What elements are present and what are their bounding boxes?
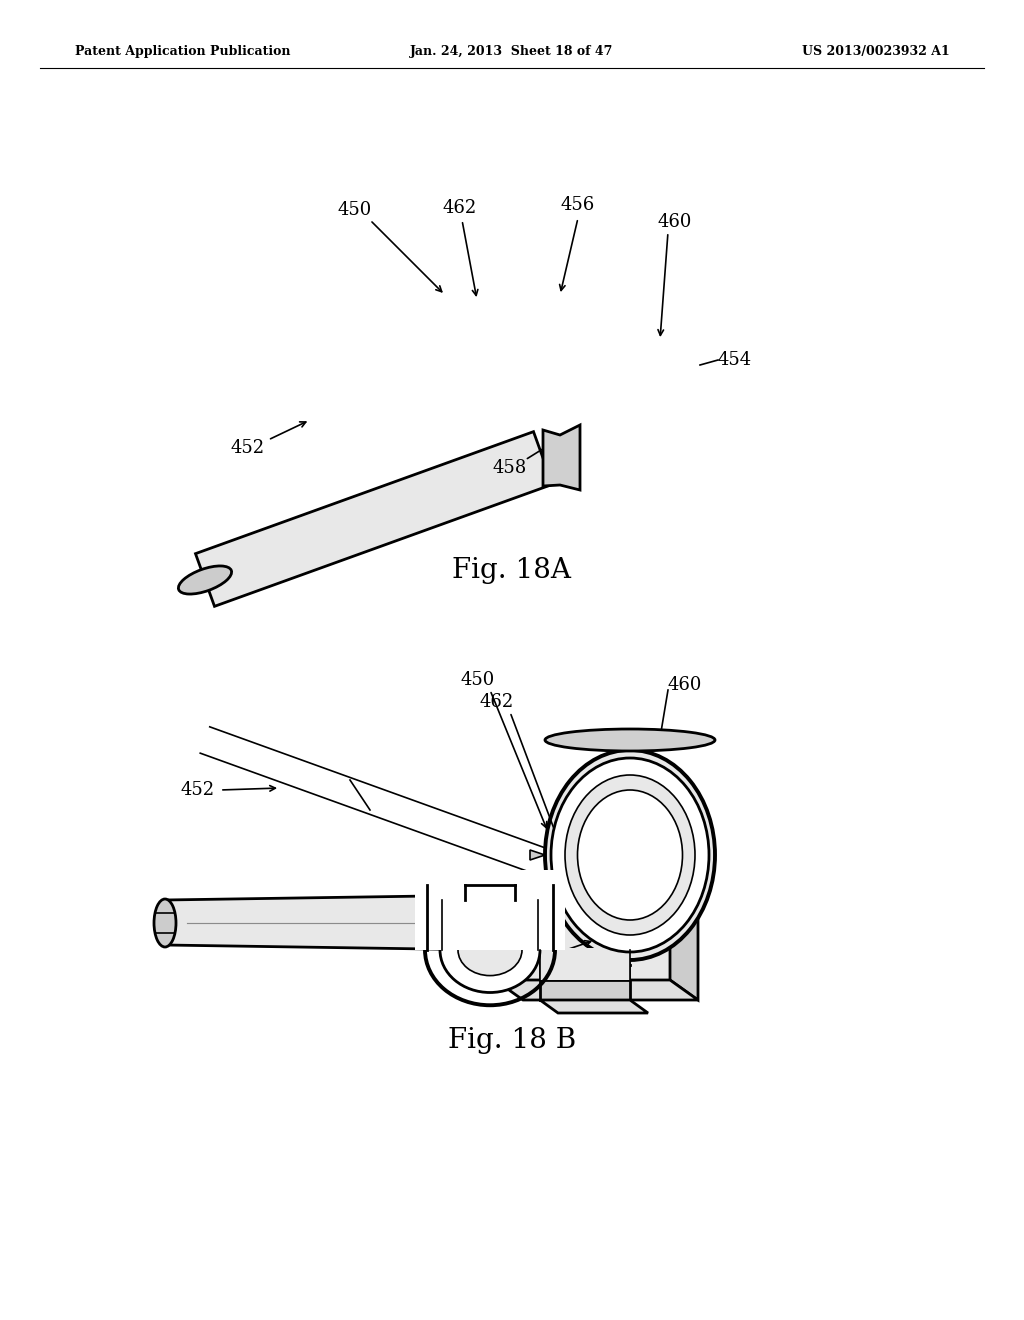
Polygon shape <box>543 425 580 490</box>
Text: 452: 452 <box>231 440 265 457</box>
Text: 460: 460 <box>658 213 692 231</box>
Text: 450: 450 <box>461 671 496 689</box>
Ellipse shape <box>154 899 176 946</box>
Polygon shape <box>540 979 630 1001</box>
Text: 456: 456 <box>561 195 595 214</box>
Ellipse shape <box>545 729 715 751</box>
Polygon shape <box>540 948 630 979</box>
Ellipse shape <box>178 566 231 594</box>
Text: Patent Application Publication: Patent Application Publication <box>75 45 291 58</box>
Polygon shape <box>540 1001 648 1012</box>
Text: 458: 458 <box>493 459 527 477</box>
Ellipse shape <box>578 789 683 920</box>
Ellipse shape <box>458 924 522 975</box>
Polygon shape <box>495 979 698 1001</box>
Ellipse shape <box>560 896 610 908</box>
Text: Fig. 18A: Fig. 18A <box>453 557 571 583</box>
Polygon shape <box>196 432 553 606</box>
Text: 458: 458 <box>538 950 572 969</box>
Text: 460: 460 <box>668 676 702 694</box>
Polygon shape <box>415 870 565 950</box>
Text: Fig. 18 B: Fig. 18 B <box>447 1027 577 1053</box>
Text: 462: 462 <box>442 199 477 216</box>
Text: 454: 454 <box>718 351 752 370</box>
Polygon shape <box>495 884 670 979</box>
Ellipse shape <box>565 775 695 935</box>
Text: US 2013/0023932 A1: US 2013/0023932 A1 <box>802 45 950 58</box>
Ellipse shape <box>545 750 715 960</box>
Ellipse shape <box>550 894 620 911</box>
Text: 462: 462 <box>480 693 514 711</box>
Ellipse shape <box>551 758 709 952</box>
Text: 450: 450 <box>338 201 372 219</box>
Polygon shape <box>530 850 545 861</box>
Text: Jan. 24, 2013  Sheet 18 of 47: Jan. 24, 2013 Sheet 18 of 47 <box>411 45 613 58</box>
Ellipse shape <box>440 908 540 993</box>
Text: 452: 452 <box>181 781 215 799</box>
Polygon shape <box>670 884 698 1001</box>
Polygon shape <box>165 895 495 950</box>
